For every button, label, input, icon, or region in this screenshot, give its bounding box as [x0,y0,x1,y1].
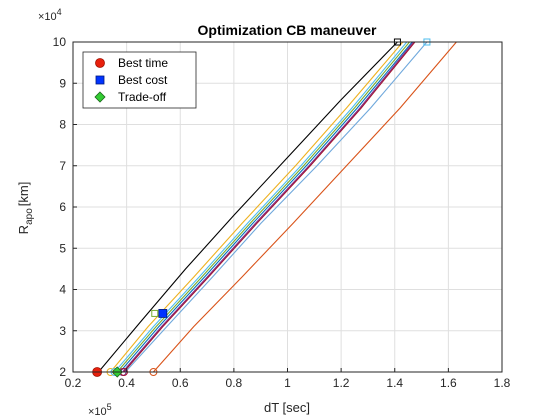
legend-marker-circle [95,58,105,68]
tick-layer: 0.2 0.4 0.6 0.8 1 1.2 1.4 1.6 1.8 2 3 4 5 6 7 8 9 10 [53,35,511,390]
series-line [110,41,404,373]
x-axis-label: dT [sec] [264,400,310,415]
series-line [152,41,457,373]
x-tick-label: 0.4 [118,376,135,390]
series-line [114,41,408,373]
series-line [98,41,398,373]
y-tick-label: 10 [53,35,67,49]
series-layer [98,41,457,373]
y-axis-label: Rapo[km] [16,182,35,235]
x-tick-label: 0.6 [172,376,189,390]
x-multiplier-base: ×10 [88,406,107,418]
x-multiplier: ×105 [88,402,112,418]
series-line [124,41,428,373]
x-tick-label: 1.8 [494,376,511,390]
y-axis-label-suffix: [km] [16,182,31,207]
x-tick-label: 1.6 [440,376,457,390]
y-multiplier-exp: 4 [57,7,62,17]
y-tick-label: 7 [59,159,66,173]
x-tick-label: 1.4 [386,376,403,390]
x-tick-label: 1.2 [333,376,350,390]
y-tick-label: 2 [59,365,66,379]
y-tick-label: 4 [59,283,66,297]
legend-marker-diamond [94,91,106,103]
y-tick-label: 5 [59,241,66,255]
series-line [119,41,413,373]
y-tick-label: 6 [59,200,66,214]
chart-title: Optimization CB maneuver [198,22,377,38]
y-tick-label: 9 [59,76,66,90]
series-line [123,41,416,373]
x-tick-label: 1 [284,376,291,390]
legend-marker-square [95,75,105,85]
x-tick-label: 0.8 [226,376,243,390]
end-marker [151,309,159,317]
series-line [116,41,410,373]
y-axis-label-sub: apo [24,208,35,225]
y-tick-label: 3 [59,324,66,338]
y-tick-label: 8 [59,118,66,132]
legend-label: Best time [118,56,168,70]
legend: Best time Best cost Trade-off [82,51,197,109]
y-axis-label-main: R [16,225,31,234]
y-multiplier: ×104 [38,7,62,23]
series-line [122,41,414,373]
best-cost-point [158,309,168,318]
x-multiplier-exp: 5 [107,402,112,412]
legend-label: Trade-off [118,90,167,104]
x-tick-label: 0.2 [65,376,82,390]
legend-label: Best cost [118,73,168,87]
y-multiplier-base: ×10 [38,11,57,23]
